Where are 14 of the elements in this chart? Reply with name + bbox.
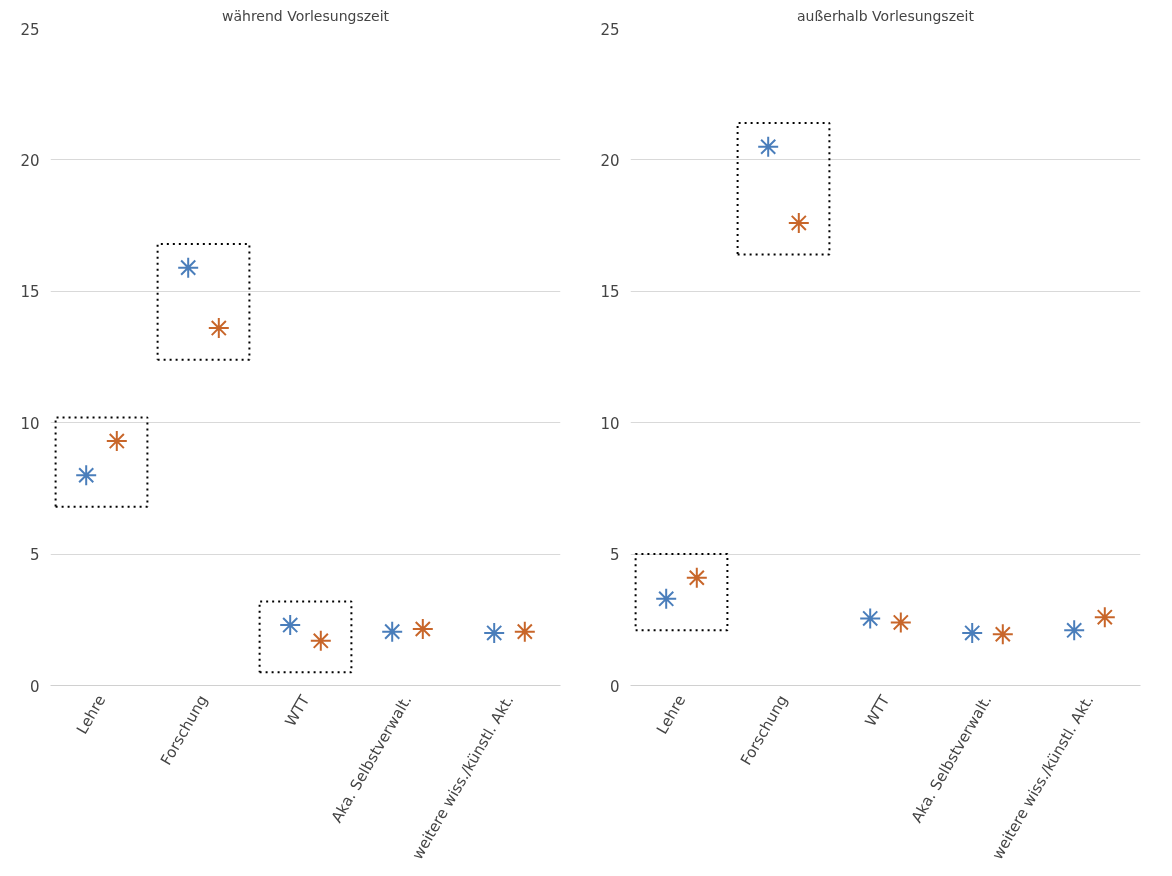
y-tick-label: 15 [600, 283, 620, 302]
y-tick-label: 20 [600, 151, 620, 170]
y-tick-label: 0 [29, 677, 40, 696]
y-tick-label: 5 [29, 546, 40, 565]
y-tick-label: 10 [20, 414, 40, 433]
chart-title: außerhalb Vorlesungszeit [797, 7, 975, 24]
chart-title: während Vorlesungszeit [221, 7, 390, 24]
y-tick-label: 5 [609, 546, 620, 565]
y-tick-label: 20 [20, 151, 40, 170]
y-tick-label: 10 [600, 414, 620, 433]
y-tick-label: 25 [20, 20, 40, 39]
y-tick-label: 0 [609, 677, 620, 696]
y-tick-label: 25 [600, 20, 620, 39]
y-tick-label: 15 [20, 283, 40, 302]
